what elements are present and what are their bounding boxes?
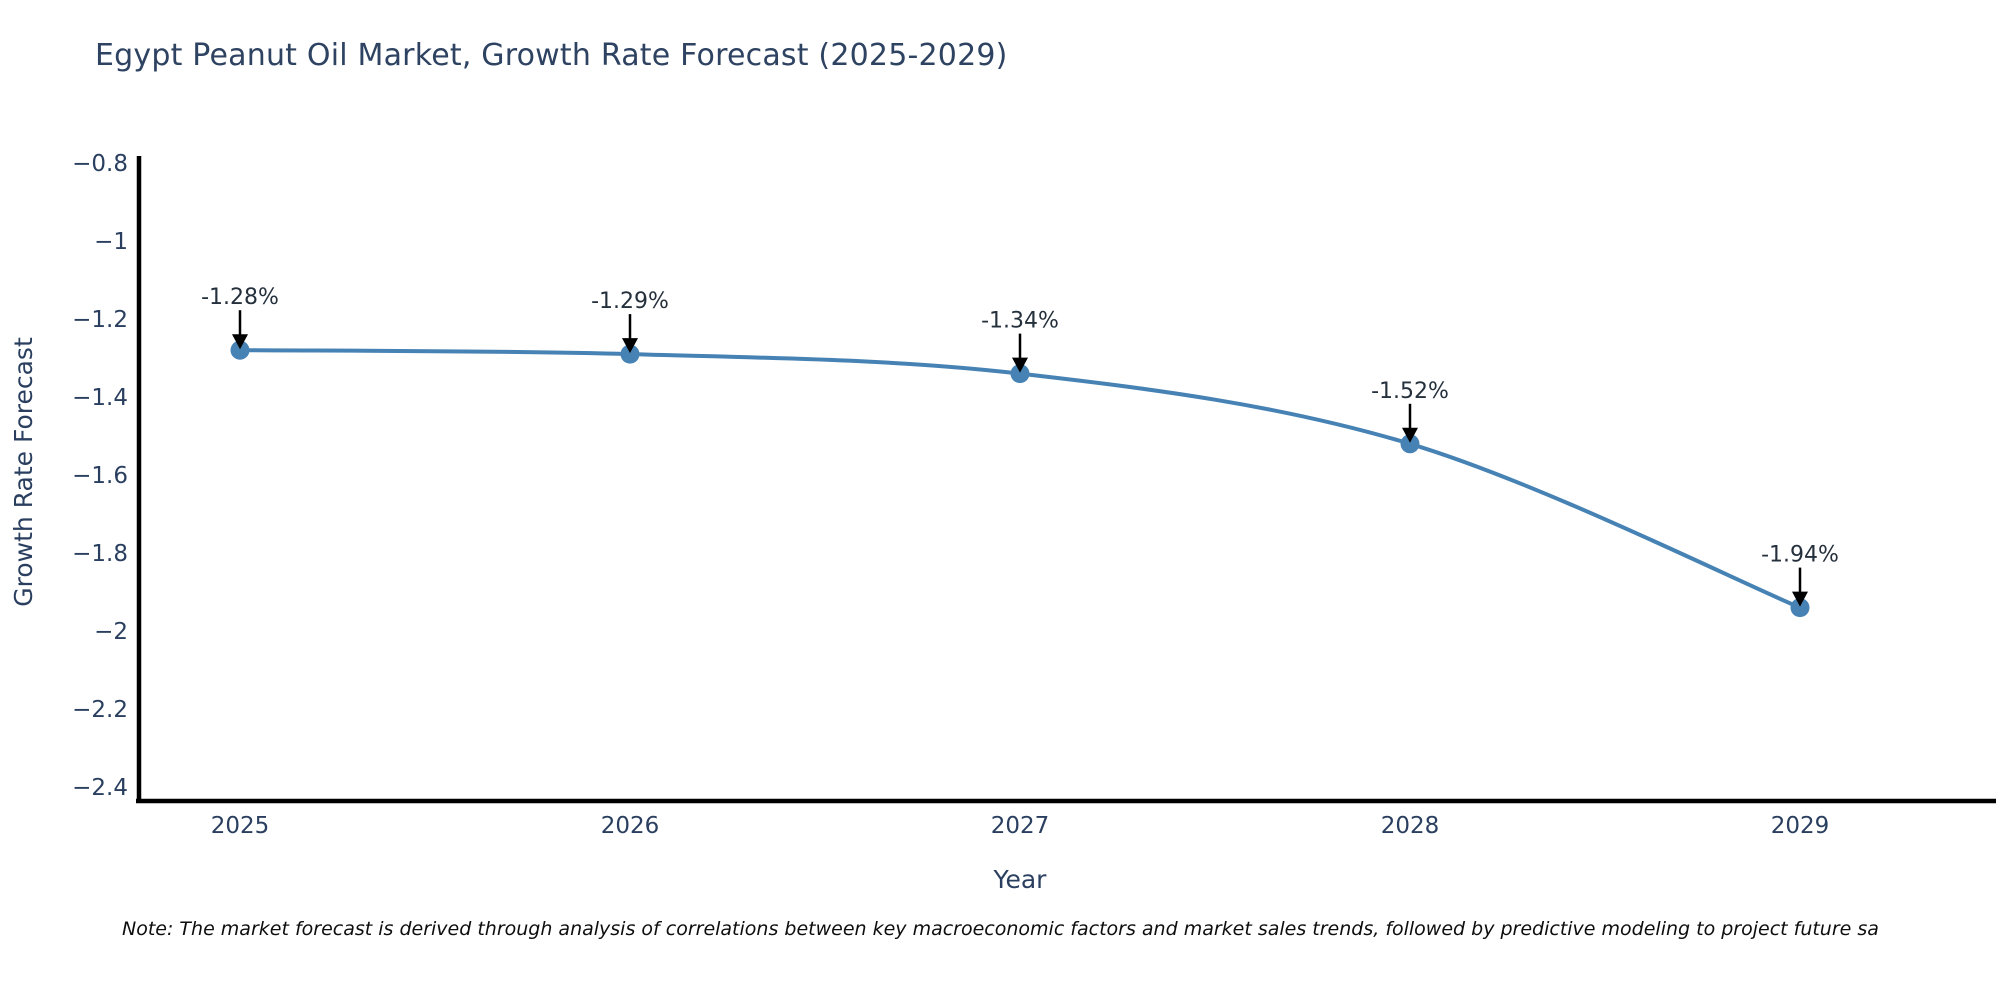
y-tick-label: −0.8 [72, 151, 128, 177]
y-tick-label: −1.6 [72, 463, 128, 489]
x-tick-label: 2028 [1381, 813, 1440, 839]
y-tick-label: −1 [94, 229, 128, 255]
chart-title: Egypt Peanut Oil Market, Growth Rate For… [95, 38, 1008, 73]
y-tick-label: −1.2 [72, 307, 128, 333]
axes-layer: −0.8 −1 −1.2 −1.4 −1.6 −1.8 −2 −2.2 −2.4 2025 2026… [72, 151, 1996, 839]
point-value-label: -1.29% [591, 289, 669, 314]
x-axis-title: Year [993, 865, 1048, 894]
point-value-label: -1.34% [981, 309, 1059, 334]
plot-area[interactable] [140, 155, 1996, 800]
annotation-arrowhead [622, 338, 638, 354]
point-value-label: -1.28% [201, 285, 279, 310]
x-tick-label: 2029 [1771, 813, 1830, 839]
annotation-arrowhead [232, 334, 248, 350]
annotation-arrowhead [1402, 427, 1418, 443]
footnote: Note: The market forecast is derived thr… [122, 918, 1879, 940]
point-value-label: -1.52% [1371, 379, 1449, 404]
data-point-marker[interactable] [1400, 434, 1420, 454]
y-tick-label: −1.4 [72, 385, 128, 411]
annotation-arrowhead [1792, 591, 1808, 607]
point-value-label: -1.94% [1761, 543, 1839, 568]
data-point-marker[interactable] [1010, 364, 1030, 384]
x-tick-label: 2027 [991, 813, 1050, 839]
x-tick-label: 2025 [211, 813, 270, 839]
y-axis-title: Growth Rate Forecast [9, 337, 38, 607]
data-point-marker[interactable] [620, 344, 640, 364]
y-tick-label: −1.8 [72, 541, 128, 567]
x-tick-label: 2026 [601, 813, 660, 839]
annotation-layer: -1.28% -1.29% -1.34% -1.52% -1.94% [201, 285, 1839, 607]
y-tick-label: −2.2 [72, 697, 128, 723]
series-layer [230, 340, 1810, 618]
data-point-marker[interactable] [1790, 598, 1810, 618]
y-tick-label: −2.4 [72, 775, 128, 801]
data-point-marker[interactable] [230, 340, 250, 360]
annotation-arrowhead [1012, 357, 1028, 373]
y-tick-label: −2 [94, 619, 128, 645]
